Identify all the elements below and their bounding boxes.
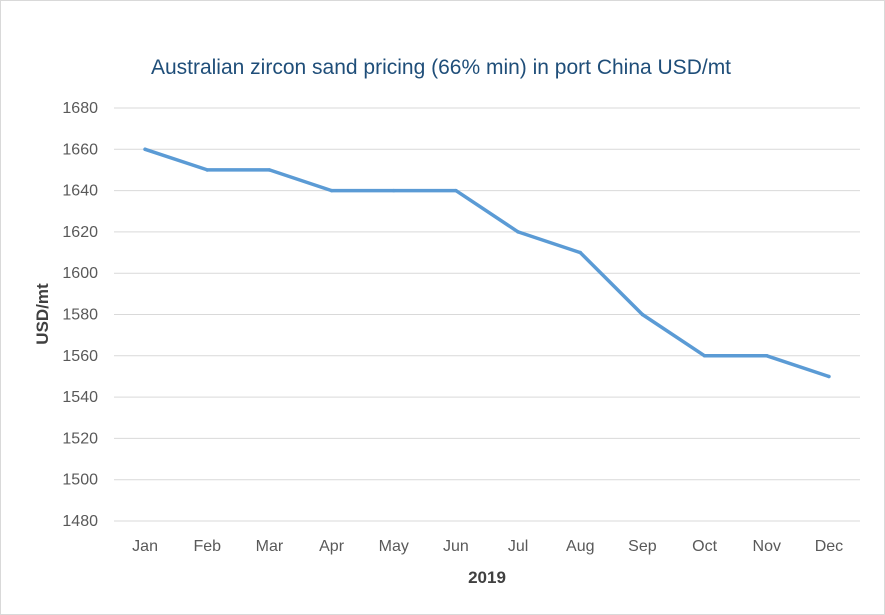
y-tick-label: 1600 (62, 265, 98, 282)
x-tick-label: Apr (319, 538, 345, 555)
x-tick-label: Jan (132, 538, 158, 555)
y-axis-ticks: 1480 1500 1520 1540 1560 1580 1600 1620 1640 1660… (62, 100, 98, 530)
y-tick-label: 1640 (62, 183, 98, 200)
x-tick-label: Mar (256, 538, 284, 555)
data-point-jan (143, 147, 147, 152)
x-axis-title: 2019 (468, 568, 506, 587)
x-tick-label: Nov (753, 538, 781, 555)
data-point-sep (640, 312, 645, 317)
x-tick-label: Jun (443, 538, 469, 555)
y-tick-label: 1580 (62, 307, 98, 324)
series-group (143, 147, 831, 379)
data-point-oct (702, 354, 707, 358)
x-tick-label: Sep (628, 538, 657, 555)
y-tick-label: 1560 (62, 348, 98, 365)
gridlines (114, 107, 860, 522)
x-tick-label: Oct (692, 538, 717, 555)
data-point-dec (827, 374, 831, 379)
y-tick-label: 1680 (62, 100, 98, 117)
y-tick-label: 1520 (62, 430, 98, 447)
data-point-jun (454, 188, 458, 193)
data-point-nov (765, 354, 769, 358)
y-tick-label: 1660 (62, 141, 98, 158)
data-point-mar (267, 168, 272, 172)
y-axis-title: USD/mt (33, 283, 52, 345)
y-tick-label: 1480 (62, 513, 98, 530)
x-tick-label: Jul (508, 538, 528, 555)
data-point-may (392, 188, 396, 193)
data-point-apr (329, 188, 334, 193)
y-tick-label: 1540 (62, 389, 98, 406)
x-tick-label: Feb (193, 538, 221, 555)
x-tick-label: Aug (566, 538, 594, 555)
x-tick-label: Dec (815, 538, 843, 555)
y-tick-label: 1500 (62, 472, 98, 489)
x-axis-ticks: Jan Feb Mar Apr May Jun Jul Aug Sep Oct Nov Dec (132, 538, 843, 555)
data-point-aug (578, 250, 582, 255)
series-line-0 (143, 147, 831, 379)
data-point-jul (516, 230, 520, 234)
chart-title: Australian zircon sand pricing (66% min)… (151, 56, 731, 79)
x-tick-label: May (379, 538, 409, 555)
data-point-feb (205, 168, 209, 172)
y-tick-label: 1620 (62, 224, 98, 241)
